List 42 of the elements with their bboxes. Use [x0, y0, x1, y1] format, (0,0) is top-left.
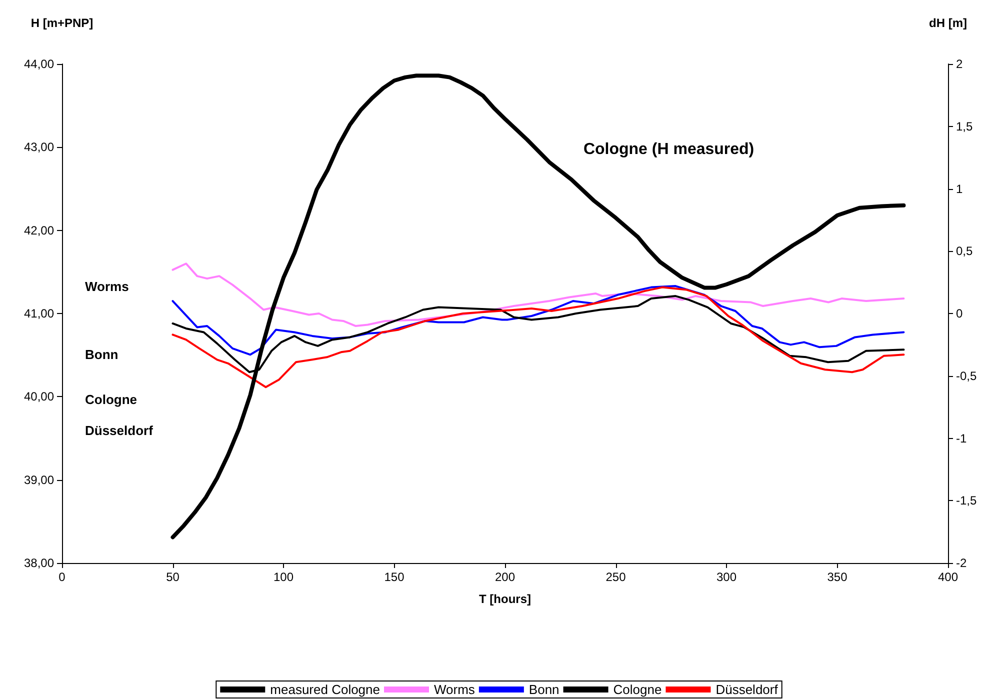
annotation: Düsseldorf: [85, 423, 154, 438]
y2-tick-label: 0,5: [956, 244, 974, 258]
y2-tick-label: -0,5: [956, 368, 978, 383]
x-tick-label: 0: [58, 570, 66, 584]
annotation: Bonn: [85, 347, 118, 362]
legend-label: Düsseldorf: [716, 682, 778, 697]
y-tick-label: 44,00: [24, 57, 54, 71]
x-tick-label: 350: [827, 570, 848, 584]
y2-tick-label: 0: [956, 306, 963, 320]
annotation: Cologne: [85, 392, 137, 407]
x-tick-label: 400: [938, 570, 958, 584]
y2-tick-label: 2: [956, 57, 963, 71]
y-tick-label: 40,00: [24, 390, 54, 404]
y-tick-label: 39,00: [24, 472, 54, 487]
x-tick-label: 200: [494, 570, 516, 584]
legend-label: Worms: [434, 682, 476, 697]
legend-label: Cologne: [613, 682, 662, 697]
y2-axis-title: dH [m]: [929, 16, 967, 30]
y-tick-label: 41,00: [24, 306, 54, 320]
annotation: Worms: [85, 279, 129, 294]
x-axis-title: T [hours]: [479, 592, 531, 606]
y-tick-label: 43,00: [24, 140, 54, 154]
x-tick-label: 150: [384, 570, 405, 584]
x-tick-label: 300: [716, 570, 737, 584]
y2-tick-label: 1,5: [956, 119, 974, 134]
y2-tick-label: 1: [956, 182, 963, 196]
line-series: [172, 286, 905, 388]
line-series: [172, 262, 905, 327]
y-tick-label: 42,00: [24, 223, 54, 238]
legend-label: measured Cologne: [270, 682, 380, 697]
y-axis-title: H [m+PNP]: [30, 16, 94, 30]
x-tick-label: 50: [166, 570, 180, 584]
line-series: [170, 74, 906, 540]
y-tick-label: 38,00: [24, 556, 54, 570]
x-tick-label: 250: [606, 570, 626, 584]
legend-label: Bonn: [528, 682, 560, 697]
x-tick-label: 100: [273, 570, 294, 584]
y2-tick-label: -1: [956, 431, 967, 446]
annotation: Cologne (H measured): [583, 141, 754, 158]
y2-tick-label: -1,5: [956, 494, 978, 508]
y2-tick-label: -2: [956, 556, 967, 570]
line-series: [172, 285, 905, 356]
